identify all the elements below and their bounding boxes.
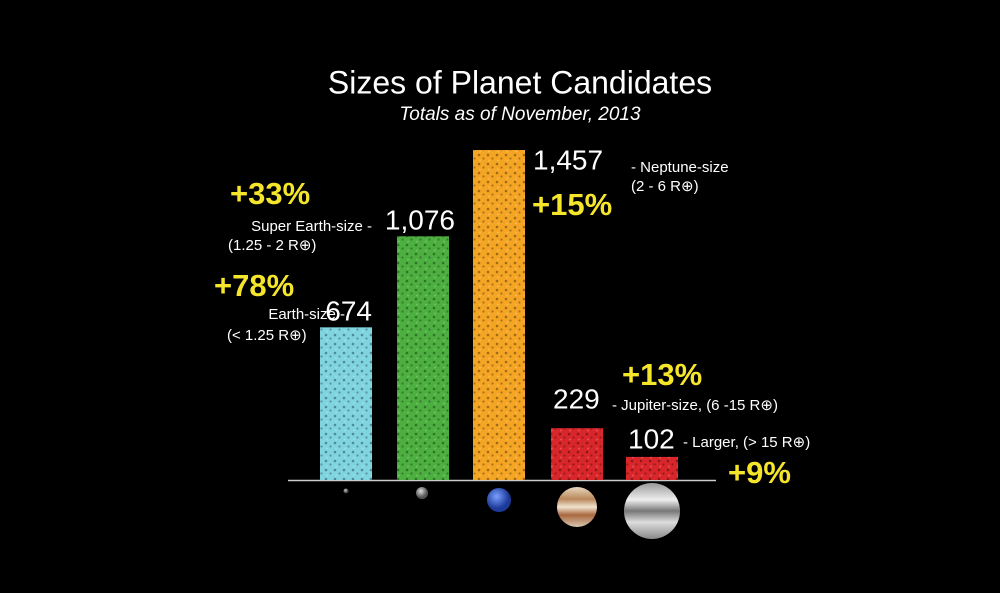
change-label: +15% [532,187,612,222]
bar-texture [626,456,678,480]
value-label: 1,076 [385,204,455,235]
planet-icon [624,483,680,539]
value-label: 1,457 [533,144,603,175]
change-label: +13% [622,357,702,392]
value-label: 229 [553,383,600,414]
bar-texture [551,428,603,480]
chart-title: Sizes of Planet Candidates [328,64,712,100]
change-label: +78% [214,268,294,303]
size-label: - Larger, (> 15 R⊕) [683,434,810,451]
change-label: +9% [728,455,791,490]
change-label: +33% [230,176,310,211]
bar-texture [320,327,372,480]
bar-texture [397,236,449,480]
value-label: 102 [628,423,675,454]
planet-icon [343,488,349,494]
size-label: Earth-size - [268,306,345,323]
planet-icon [416,487,428,499]
size-label: (2 - 6 R⊕) [631,178,699,195]
bar-texture [473,150,525,480]
size-label: - Jupiter-size, (6 -15 R⊕) [612,397,778,414]
size-label: (< 1.25 R⊕) [227,327,307,344]
size-label: Super Earth-size - [251,218,372,235]
size-label: (1.25 - 2 R⊕) [228,237,316,254]
value-label: 674 [325,295,372,326]
planet-icon [557,487,597,527]
chart-subtitle: Totals as of November, 2013 [399,104,641,125]
planet-icon [487,488,511,512]
size-label: - Neptune-size [631,159,729,176]
